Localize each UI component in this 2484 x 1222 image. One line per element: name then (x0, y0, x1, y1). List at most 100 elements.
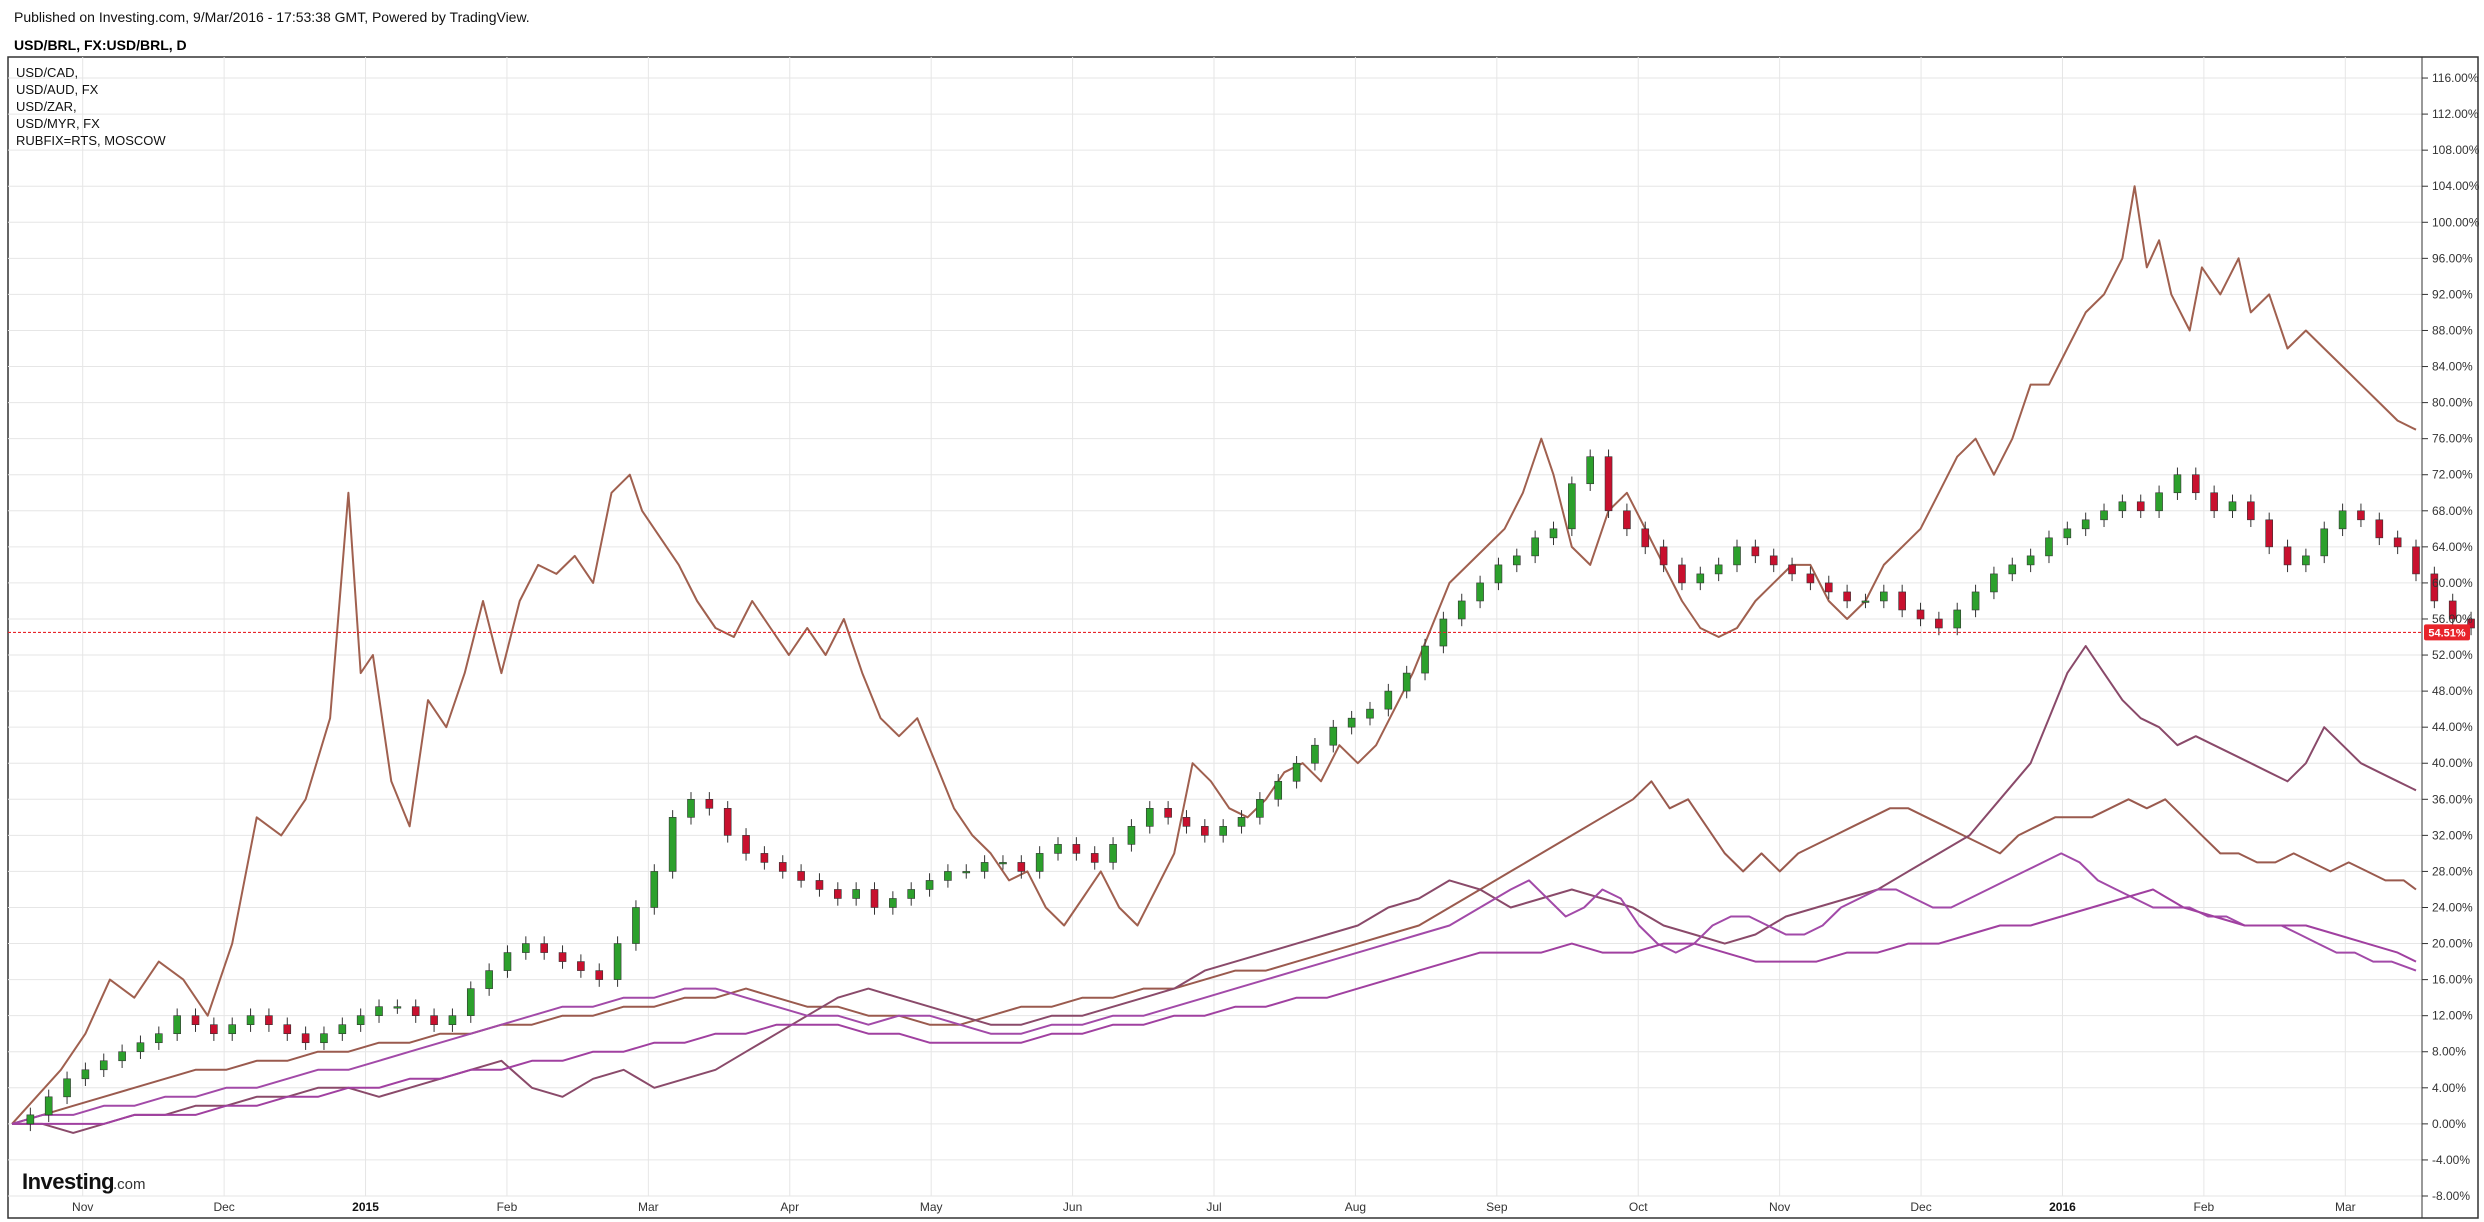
candle-body (1476, 582, 1484, 602)
candle-body (1916, 609, 1925, 620)
candle-body (1384, 690, 1393, 710)
candle-body (1531, 537, 1539, 557)
candle-body (26, 1114, 35, 1125)
candle-body (99, 1060, 108, 1071)
candle-body (980, 862, 989, 872)
candle-body (668, 817, 677, 872)
x-tick-label: Mar (638, 1200, 659, 1214)
candle-body (1971, 591, 1980, 611)
candle-body (1586, 456, 1594, 485)
candle-body (173, 1015, 181, 1035)
y-tick-label: 88.00% (2432, 323, 2473, 337)
candle-body (118, 1051, 126, 1062)
candle-body (999, 862, 1007, 865)
candle-body (1659, 546, 1668, 566)
y-tick-label: 4.00% (2432, 1081, 2466, 1095)
y-tick-label: 0.00% (2432, 1117, 2466, 1131)
candle-body (907, 889, 916, 899)
series-line-3 (11, 852, 2417, 1125)
candle-body (1568, 483, 1576, 530)
candle-body (962, 871, 971, 874)
series-layer (11, 185, 2417, 1134)
candle-body (2430, 573, 2439, 602)
candle-body (1696, 573, 1705, 584)
candle-body (155, 1033, 163, 1044)
candle-body (448, 1015, 457, 1025)
candle-body (595, 970, 604, 980)
candle-body (1035, 853, 1044, 872)
y-tick-label: 24.00% (2432, 900, 2473, 914)
y-tick-label: 92.00% (2432, 287, 2473, 301)
candle-body (466, 988, 475, 1016)
candle-body (2063, 528, 2072, 539)
candle-body (2375, 519, 2384, 539)
candle-body (2302, 555, 2310, 566)
candle-body (760, 853, 769, 863)
y-tick-label: 84.00% (2432, 360, 2473, 374)
candle-body (1366, 708, 1374, 719)
candle-body (1127, 826, 1136, 845)
candle-body (301, 1033, 310, 1044)
y-tick-label: 80.00% (2432, 396, 2473, 410)
candle-body (1880, 591, 1888, 602)
chart-header: Published on Investing.com, 9/Mar/2016 -… (14, 8, 530, 54)
candle-body (2118, 501, 2127, 512)
candle-body (1733, 546, 1741, 566)
candle-body (1090, 853, 1099, 863)
candle-body (852, 889, 860, 899)
candle-body (1843, 591, 1851, 602)
candle-body (1017, 862, 1026, 872)
candle-body (228, 1024, 237, 1035)
candle-body (1164, 808, 1172, 818)
candle-body (1347, 717, 1356, 728)
x-tick-label: Nov (1769, 1200, 1790, 1214)
candle-body (320, 1033, 328, 1044)
y-tick-label: 32.00% (2432, 828, 2473, 842)
candle-body (1494, 564, 1503, 584)
candle-body (1256, 799, 1264, 818)
candle-body (1072, 844, 1081, 854)
x-tick-label: Mar (2335, 1200, 2356, 1214)
y-tick-label: 12.00% (2432, 1009, 2473, 1023)
candle-body (411, 1006, 420, 1016)
series-line-4 (12, 888, 2417, 1125)
y-tick-label: 104.00% (2432, 179, 2480, 193)
candle-body (2026, 555, 2035, 566)
price-tag: 54.51% (2424, 624, 2470, 641)
y-tick-label: 16.00% (2432, 973, 2473, 987)
candle-body (1953, 609, 1962, 629)
usdbrl-candles (26, 449, 2475, 1132)
candle-body (375, 1006, 383, 1016)
chart-title: USD/BRL, FX:USD/BRL, D (14, 37, 187, 53)
candle-body (650, 871, 659, 908)
candle-body (1604, 456, 1613, 512)
x-tick-label: 2016 (2049, 1200, 2076, 1214)
candle-body (2338, 510, 2347, 530)
candle-body (1274, 780, 1283, 800)
candle-body (2412, 546, 2420, 575)
y-tick-label: 68.00% (2432, 504, 2473, 518)
candle-body (283, 1024, 292, 1035)
candle-body (1861, 600, 1870, 603)
candle-body (723, 808, 732, 836)
candle-body (136, 1042, 145, 1053)
candle-body (210, 1024, 218, 1035)
x-tick-label: Oct (1629, 1200, 1648, 1214)
candle-body (2173, 474, 2182, 494)
candle-body (2320, 528, 2329, 557)
chart-frame (7, 56, 2479, 1219)
y-tick-label: 20.00% (2432, 937, 2473, 951)
candle-body (430, 1015, 438, 1025)
x-axis: Nov Dec 2015 Feb Mar Apr May Jun Jul Aug Sep Oct Nov… (72, 1200, 2356, 1214)
series-line-0 (11, 185, 2417, 1125)
y-tick-label: 100.00% (2432, 215, 2480, 229)
legend-entry: RUBFIX=RTS, MOSCOW (16, 133, 166, 148)
y-tick-label: 112.00% (2432, 107, 2479, 121)
candle-body (1109, 844, 1117, 863)
candle-body (2467, 618, 2475, 629)
candle-body (1457, 600, 1466, 620)
candle-body (2081, 519, 2090, 530)
candle-body (2210, 492, 2218, 512)
candle-body (1402, 672, 1411, 692)
x-tick-label: Nov (72, 1200, 93, 1214)
